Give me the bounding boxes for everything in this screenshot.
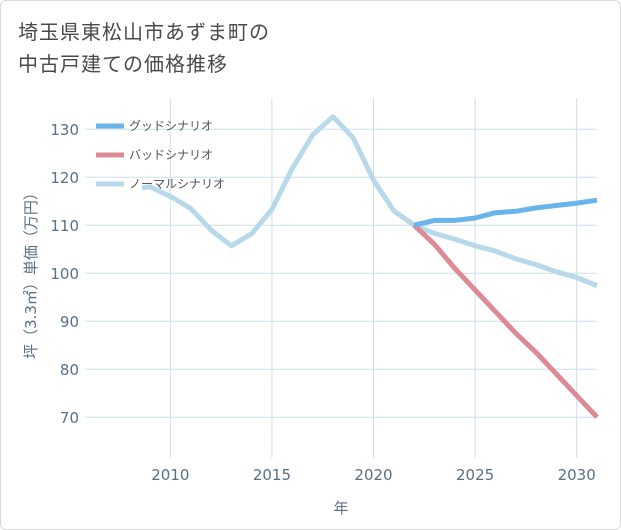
y-axis-label: 坪（3.3㎡）単価（万円） [22, 185, 40, 359]
series-lines [141, 114, 599, 419]
x-tick-label-2020: 2020 [354, 466, 392, 484]
title-line-1: 埼玉県東松山市あずま町の [18, 20, 270, 44]
x-tick-label-2015: 2015 [253, 466, 291, 484]
title-line-2: 中古戸建ての価格推移 [18, 52, 228, 76]
y-tick-label-100: 100 [50, 265, 79, 283]
series-line-good [413, 197, 598, 228]
y-tick-label-130: 130 [50, 121, 79, 139]
x-tick-label-2010: 2010 [151, 466, 189, 484]
tick-labels: 70 80 90 100 110 120 130 2010 2015 2020 2025 2030 [50, 121, 595, 484]
series-line-bad [412, 223, 599, 419]
y-tick-label-80: 80 [60, 361, 79, 379]
series-line-normal [141, 114, 598, 289]
legend-label-bad: バッドシナリオ [129, 148, 213, 162]
x-tick-label-2025: 2025 [456, 466, 494, 484]
y-tick-label-120: 120 [50, 169, 79, 187]
y-tick-label-70: 70 [60, 409, 79, 427]
chart-title: 埼玉県東松山市あずま町の 中古戸建ての価格推移 [18, 16, 438, 80]
y-tick-label-110: 110 [50, 217, 79, 235]
x-axis-label: 年 [333, 499, 348, 517]
x-tick-label-2030: 2030 [558, 466, 596, 484]
legend-label-normal: ノーマルシナリオ [129, 177, 225, 191]
legend-label-good: グッドシナリオ [129, 119, 213, 133]
y-tick-label-90: 90 [60, 313, 79, 331]
